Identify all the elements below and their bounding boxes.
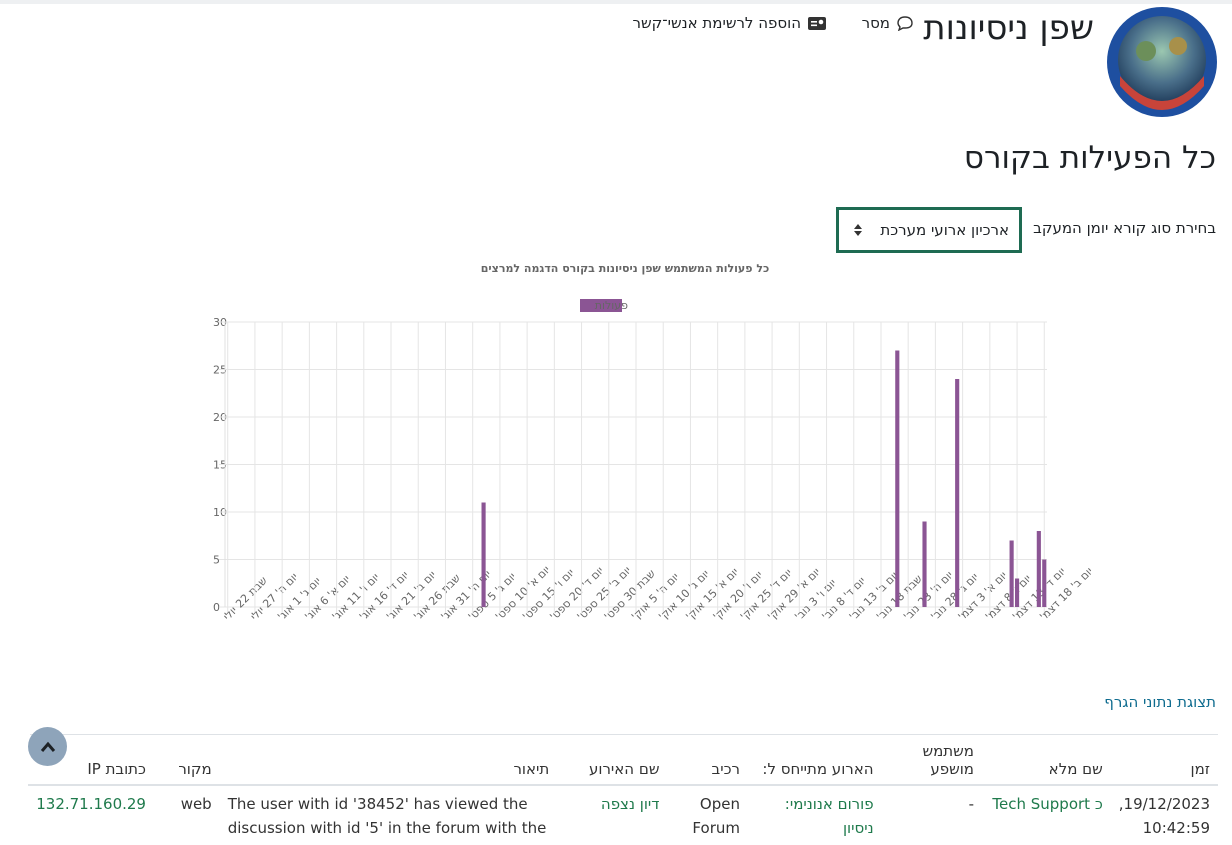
column-header[interactable]: משתמש מושפע	[882, 736, 982, 785]
table-top-rule	[30, 734, 1218, 735]
y-tick-label: 5	[213, 554, 220, 567]
bar	[1042, 560, 1046, 608]
column-header[interactable]: רכיב	[667, 736, 748, 785]
table-cell[interactable]: Tech Support כ	[982, 785, 1111, 845]
chevron-up	[40, 741, 56, 753]
table-cell[interactable]: 132.71.160.29	[28, 785, 154, 845]
bar	[1037, 531, 1041, 607]
legend-label: פעולות	[595, 299, 628, 312]
column-header[interactable]: שם מלא	[982, 736, 1111, 785]
bar	[1015, 579, 1019, 608]
table-cell: -	[882, 785, 982, 845]
bar	[922, 522, 926, 608]
column-header[interactable]: זמן	[1111, 736, 1218, 785]
back-to-top[interactable]	[28, 727, 67, 766]
column-header[interactable]: הארוע מתייחס ל:	[748, 736, 882, 785]
chart-title: כל פעולות המשתמש שפן ניסיונות בקורס הדגמ…	[481, 262, 769, 275]
page: page {"header": {"title": "שפן ניסיונות"…	[0, 0, 1232, 845]
table-cell: 19/12/2023, 10:42:59	[1111, 785, 1218, 845]
table-cell[interactable]: פורום אנונימי: ניסיון	[748, 785, 882, 845]
table-cell: web	[154, 785, 220, 845]
bar	[955, 379, 959, 607]
chart: כל פעולות המשתמש שפן ניסיונות בקורס הדגמ…	[0, 0, 1232, 845]
bar	[895, 351, 899, 608]
column-header[interactable]: מקור	[154, 736, 220, 785]
chart-data-link[interactable]: תצוגת נתוני הגרף	[1104, 693, 1216, 711]
bar	[1010, 541, 1014, 608]
column-header[interactable]: תיאור	[220, 736, 558, 785]
y-tick-label: 0	[213, 601, 220, 614]
table-cell[interactable]: דיון נצפה	[557, 785, 667, 845]
column-header[interactable]: שם האירוע	[557, 736, 667, 785]
bar	[482, 503, 486, 608]
table-cell: Open Forum	[667, 785, 748, 845]
table-cell: The user with id '38452' has viewed the …	[220, 785, 558, 845]
page-body: שפן ניסיונות מסר הוספה לרשימת אנשי־קשר כ…	[0, 0, 1232, 845]
